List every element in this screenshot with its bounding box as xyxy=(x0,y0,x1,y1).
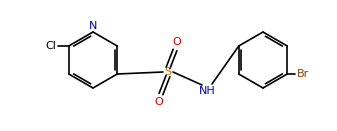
Text: Cl: Cl xyxy=(45,41,56,51)
Text: N: N xyxy=(89,21,97,31)
Text: O: O xyxy=(155,97,163,107)
Text: Br: Br xyxy=(297,69,309,79)
Text: S: S xyxy=(164,67,172,77)
Text: NH: NH xyxy=(198,86,215,96)
Text: O: O xyxy=(173,37,181,47)
